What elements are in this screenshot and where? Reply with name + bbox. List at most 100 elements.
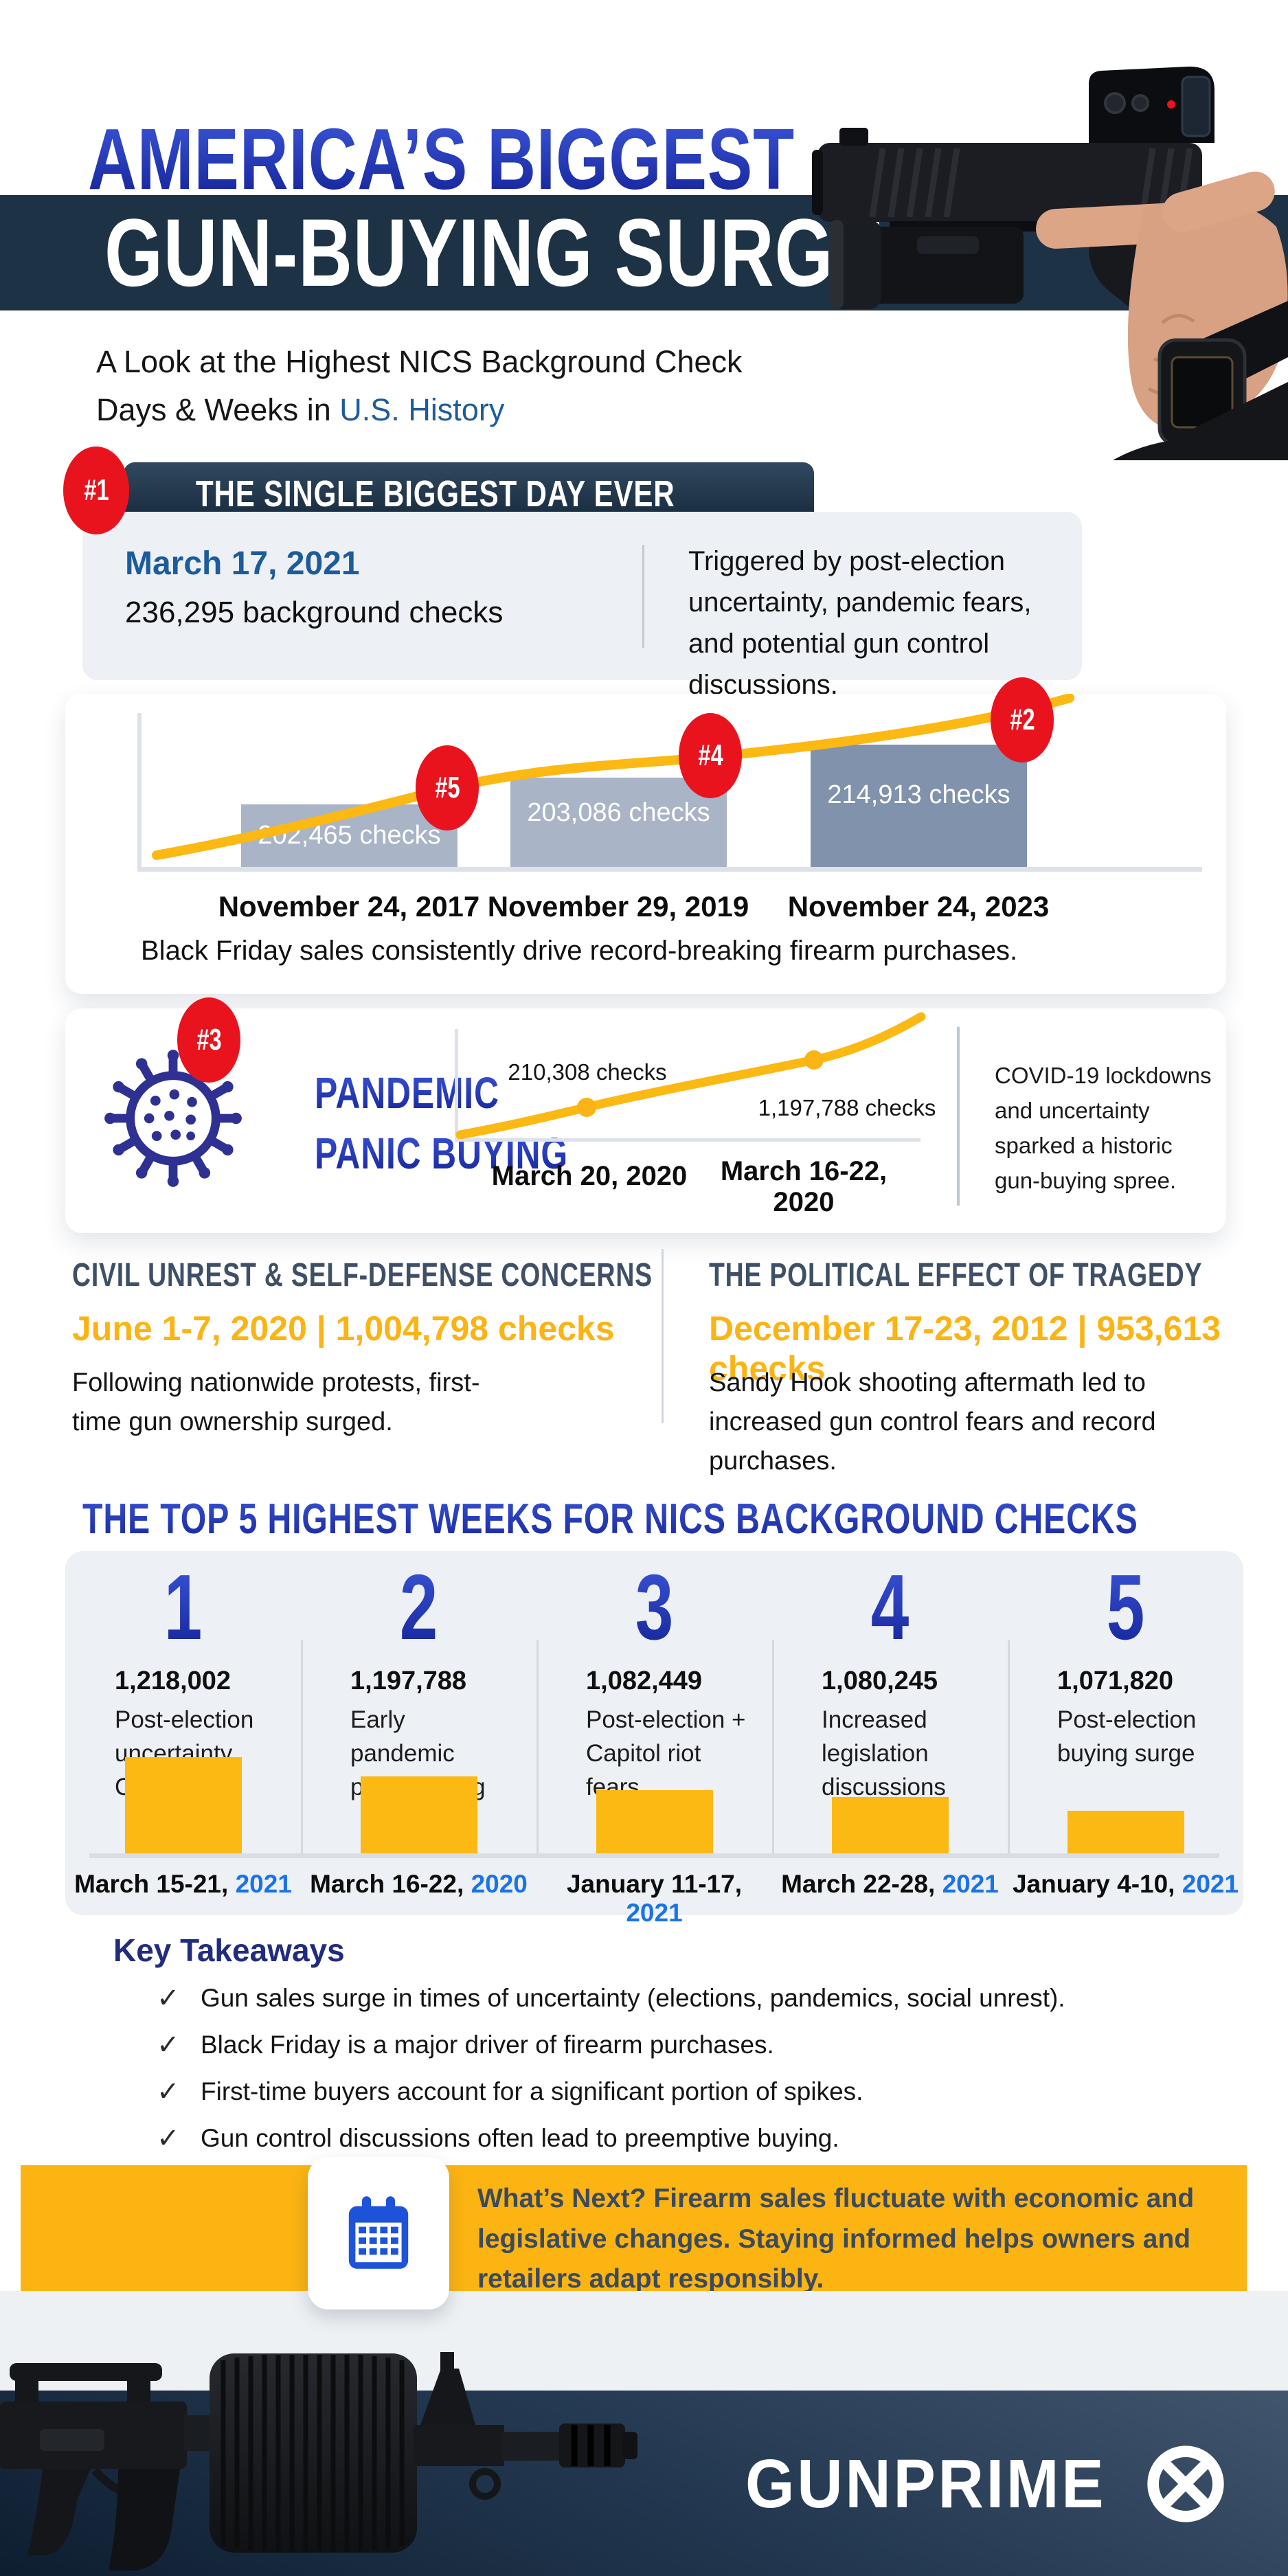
event-2-stat: December 17-23, 2012 | 953,613 checks	[709, 1309, 1221, 1388]
check-icon: ✓	[157, 1983, 180, 2013]
rank-badge-2: #2	[991, 677, 1054, 762]
page-title-line1: AMERICA’S BIGGEST	[88, 111, 795, 207]
whats-next-text: What’s Next? Firearm sales fluctuate wit…	[477, 2184, 1195, 2294]
check-icon: ✓	[157, 2077, 180, 2107]
event-2-description: Sandy Hook shooting aftermath led to inc…	[709, 1368, 1156, 1476]
pandemic-point-2-date: March 16-22, 2020	[720, 1156, 888, 1217]
rank-badge-2-label: #2	[1009, 703, 1035, 736]
events-divider	[662, 1249, 664, 1423]
top5-bar-3	[596, 1790, 713, 1853]
bf-baseline	[137, 867, 1202, 872]
rifle-photo	[0, 2352, 637, 2571]
top5-column-5: 5 1,071,820 Post-election buying surge J…	[1008, 1551, 1243, 1915]
pandemic-card: PANDEMIC PANIC BUYING 210,308 checks 1,1…	[65, 1008, 1226, 1233]
biggest-day-card: March 17, 2021 236,295 background checks…	[82, 512, 1082, 700]
pandemic-point-1-value: 210,308 checks	[508, 1059, 667, 1085]
subtitle: A Look at the Highest NICS Background Ch…	[96, 338, 804, 434]
bf-caption: Black Friday sales consistently drive re…	[141, 936, 1018, 966]
biggest-day-date: March 17, 2021	[125, 545, 360, 582]
pandemic-y-axis	[455, 1029, 458, 1140]
rank-badge-4: #4	[679, 713, 742, 798]
top5-column-4: 4 1,080,245 Increased legislation discus…	[772, 1551, 1008, 1915]
bf-bar-1: 202,465 checks	[241, 804, 457, 867]
event-1-heading: CIVIL UNREST & SELF-DEFENSE CONCERNS	[72, 1257, 653, 1293]
calendar-card	[308, 2157, 449, 2309]
top5-rank-1: 1	[163, 1555, 203, 1659]
pistol-photo	[742, 0, 1288, 460]
bf-bar-3-value: 214,913 checks	[827, 780, 1010, 809]
top5-baseline	[89, 1853, 1219, 1858]
event-2-heading: THE POLITICAL EFFECT OF TRAGEDY	[709, 1257, 1203, 1293]
black-friday-card: 202,465 checks 203,086 checks 214,913 ch…	[65, 694, 1226, 994]
pandemic-title-line1: PANDEMIC	[315, 1068, 499, 1118]
rank-badge-1-label: #1	[83, 473, 109, 507]
top5-card: 1 1,218,002 Post-election uncertainty, C…	[65, 1551, 1243, 1927]
rank-badge-3-label: #3	[196, 1023, 222, 1057]
top5-divider-3	[772, 1640, 774, 1853]
top5-date-2: March 16-22, 2020	[310, 1870, 528, 1898]
pandemic-baseline	[455, 1138, 920, 1142]
reticle-icon	[1147, 2445, 1224, 2522]
top5-desc-3: Post-election + Capitol riot fears	[586, 1706, 746, 1800]
bf-date-2: November 29, 2019	[487, 890, 749, 923]
top5-rank-5: 5	[1106, 1555, 1145, 1659]
event-1-description: Following nationwide protests, first-tim…	[72, 1368, 480, 1436]
pandemic-point-2-value: 1,197,788 checks	[758, 1095, 936, 1120]
subtitle-highlight: U.S. History	[339, 392, 505, 427]
brand-logo: GUNPRIME	[745, 2440, 1230, 2528]
pandemic-description: COVID-19 lockdowns and uncertainty spark…	[995, 1063, 1212, 1194]
top5-value-1: 1,218,002	[115, 1667, 231, 1695]
top5-divider-4	[1008, 1640, 1010, 1853]
takeaways-heading: Key Takeaways	[113, 1932, 345, 1968]
takeaway-item-4: Gun control discussions often lead to pr…	[201, 2124, 839, 2152]
sleeve	[1113, 382, 1288, 460]
top5-date-5: January 4-10, 2021	[1012, 1870, 1239, 1898]
biggest-day-description: Triggered by post-election uncertainty, …	[688, 546, 1032, 700]
pandemic-title-line2: PANIC BUYING	[315, 1129, 568, 1178]
biggest-day-banner-label: THE SINGLE BIGGEST DAY EVER	[196, 473, 675, 515]
top5-date-1: March 15-21, 2021	[74, 1870, 292, 1898]
pandemic-point-1-date: March 20, 2020	[491, 1161, 688, 1191]
check-icon: ✓	[157, 2030, 180, 2060]
bf-trend-line	[152, 694, 1074, 860]
top5-bar-5	[1067, 1811, 1184, 1853]
bf-date-3: November 24, 2023	[787, 890, 1050, 923]
rank-badge-5-label: #5	[434, 771, 460, 804]
whats-next-banner	[21, 2165, 1247, 2291]
top5-value-4: 1,080,245	[822, 1667, 938, 1695]
brand-name: GUNPRIME	[745, 2445, 1107, 2522]
top5-value-5: 1,071,820	[1057, 1667, 1174, 1695]
top5-date-3: January 11-17, 2021	[566, 1870, 743, 1927]
top5-title: THE TOP 5 HIGHEST WEEKS FOR NICS BACKGRO…	[82, 1492, 1138, 1547]
top5-rank-2: 2	[399, 1555, 438, 1659]
bf-y-axis	[137, 713, 142, 872]
bf-bar-2-value: 203,086 checks	[527, 798, 710, 827]
top5-desc-4: Increased legislation discussions	[822, 1706, 946, 1800]
top5-date-4: March 22-28, 2021	[781, 1870, 999, 1898]
page-title-line2: GUN-BUYING SURGES	[104, 199, 935, 306]
top5-bar-2	[361, 1776, 477, 1853]
rank-badge-1: #1	[63, 447, 129, 534]
biggest-day-stat: 236,295 background checks	[125, 596, 504, 629]
top5-value-3: 1,082,449	[586, 1667, 703, 1695]
pandemic-divider	[957, 1027, 960, 1206]
top5-bar-1	[125, 1757, 242, 1853]
biggest-day-divider	[642, 545, 644, 648]
bf-bar-2: 203,086 checks	[510, 778, 727, 867]
weapon-light-icon	[830, 220, 1024, 309]
rank-badge-3: #3	[177, 997, 240, 1083]
rank-badge-5: #5	[416, 745, 479, 831]
subtitle-text: A Look at the Highest NICS Background Ch…	[96, 344, 743, 427]
takeaway-item-3: First-time buyers account for a signific…	[201, 2077, 863, 2105]
top5-divider-2	[536, 1640, 539, 1853]
check-icon: ✓	[157, 2123, 180, 2154]
top5-bar-4	[832, 1797, 949, 1853]
top5-column-2: 2 1,197,788 Early pandemic panic buying …	[301, 1551, 536, 1915]
top5-column-3: 3 1,082,449 Post-election + Capitol riot…	[536, 1551, 772, 1927]
event-1-stat: June 1-7, 2020 | 1,004,798 checks	[72, 1309, 615, 1348]
virus-icon	[104, 1050, 242, 1187]
red-dot-optic-icon	[1089, 66, 1214, 143]
rank-badge-4-label: #4	[697, 738, 723, 772]
top5-column-1: 1 1,218,002 Post-election uncertainty, C…	[65, 1551, 301, 1915]
bf-date-1: November 24, 2017	[218, 890, 480, 923]
